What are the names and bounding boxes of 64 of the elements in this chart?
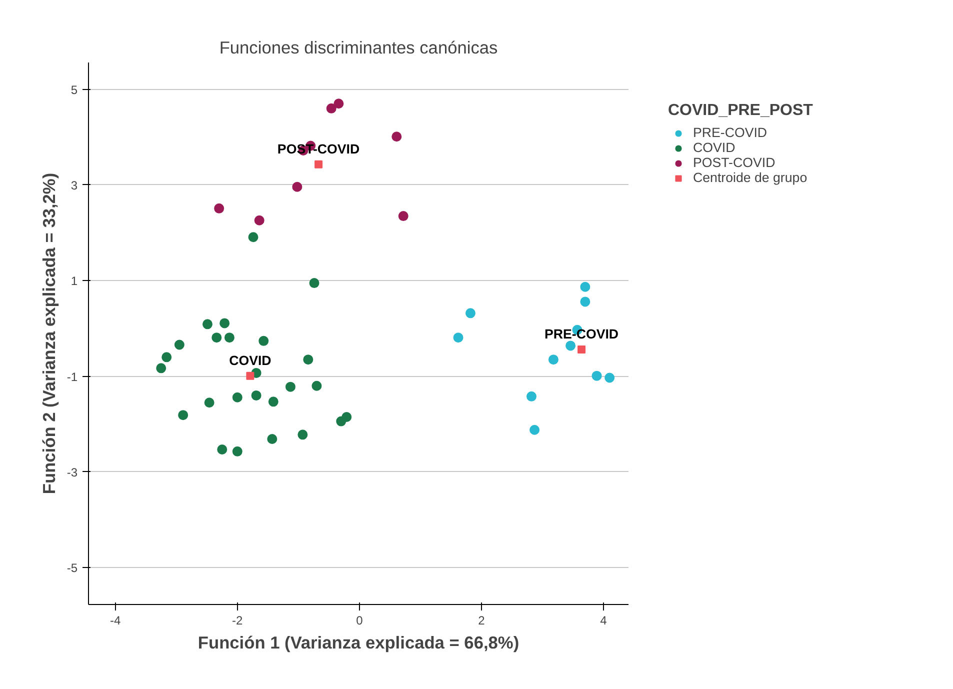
point — [314, 160, 323, 168]
point — [285, 382, 296, 392]
point — [202, 319, 212, 330]
annotation: COVID — [229, 352, 272, 368]
point — [268, 396, 278, 407]
legend-label: POST-COVID — [693, 155, 776, 170]
x-axis-title: Función 1 (Varianza explicada = 66,8%) — [198, 632, 520, 652]
point — [232, 392, 242, 402]
point — [580, 282, 590, 292]
point — [251, 390, 262, 400]
legend-title: COVID_PRE_POST — [668, 102, 813, 120]
x-tick-label: -4 — [110, 614, 122, 628]
chart-title: Funciones discriminantes canónicas — [219, 38, 498, 58]
point — [156, 363, 166, 374]
point — [254, 215, 264, 226]
point — [578, 346, 586, 354]
x-tick-label: 2 — [478, 614, 486, 628]
point — [392, 132, 402, 142]
point — [292, 182, 302, 192]
annotation: PRE-COVID — [544, 326, 619, 342]
x-tick-label: 0 — [356, 614, 364, 628]
point — [530, 424, 540, 435]
y-axis-title: Función 2 (Varianza explicada = 33,2%) — [38, 172, 59, 494]
point — [267, 434, 278, 444]
y-tick-label: 5 — [70, 82, 78, 97]
point — [298, 430, 308, 440]
point — [453, 332, 464, 343]
y-tick-label: -1 — [66, 370, 78, 384]
point — [217, 444, 228, 454]
point — [334, 98, 344, 109]
legend-label: Centroide de grupo — [693, 170, 808, 185]
point — [604, 372, 615, 383]
x-tick-label: -2 — [232, 614, 244, 628]
point — [162, 352, 172, 362]
point — [566, 340, 576, 351]
point — [258, 336, 269, 346]
y-tick-label: 3 — [70, 178, 78, 192]
y-tick-label: 1 — [70, 274, 78, 288]
point — [178, 410, 188, 420]
point — [526, 391, 536, 402]
point — [548, 354, 558, 365]
y-tick-label: -5 — [66, 561, 78, 576]
legend-label: PRE-COVID — [693, 125, 768, 140]
point — [174, 340, 184, 350]
y-tick-label: -3 — [66, 465, 78, 480]
point — [220, 318, 230, 328]
legend-label: COVID — [693, 140, 736, 155]
point — [214, 203, 224, 214]
point — [212, 332, 222, 343]
point — [398, 211, 408, 222]
point — [248, 232, 258, 242]
point — [246, 372, 254, 380]
point — [465, 308, 476, 318]
point — [204, 398, 214, 408]
point — [342, 412, 352, 422]
point — [592, 370, 602, 381]
point — [580, 296, 590, 307]
point — [309, 278, 320, 288]
point — [326, 103, 336, 114]
point — [224, 332, 234, 343]
point — [303, 354, 314, 365]
x-tick-label: 4 — [600, 614, 608, 628]
point — [312, 380, 322, 391]
point — [232, 446, 242, 456]
